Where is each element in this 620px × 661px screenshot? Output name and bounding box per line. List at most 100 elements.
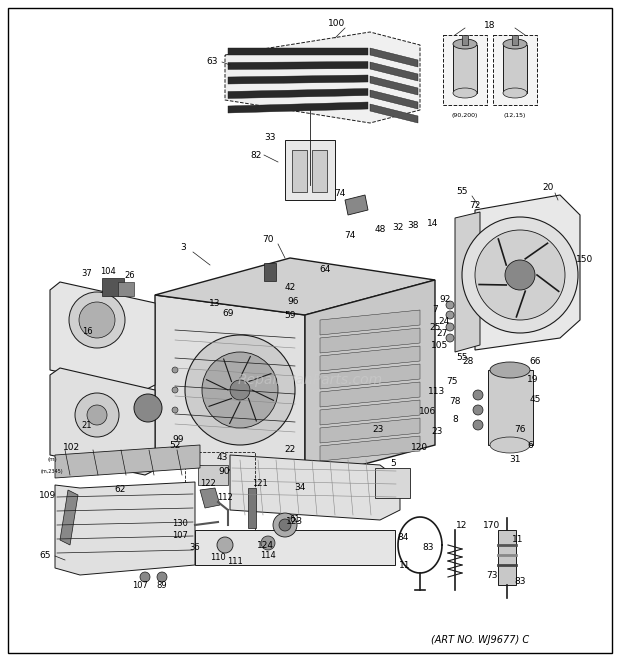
Text: 7: 7 bbox=[432, 305, 438, 315]
Text: 114: 114 bbox=[260, 551, 276, 559]
Text: 33: 33 bbox=[264, 134, 276, 143]
Text: 109: 109 bbox=[40, 490, 56, 500]
Text: 82: 82 bbox=[250, 151, 262, 159]
Text: 31: 31 bbox=[509, 455, 521, 465]
Text: 59: 59 bbox=[284, 311, 296, 319]
Polygon shape bbox=[225, 32, 420, 123]
Bar bbox=[195, 530, 395, 565]
Text: 61: 61 bbox=[290, 516, 300, 524]
Text: (12,15): (12,15) bbox=[504, 112, 526, 118]
Text: 28: 28 bbox=[463, 358, 474, 366]
Text: 45: 45 bbox=[529, 395, 541, 405]
Bar bbox=[462, 35, 468, 45]
Circle shape bbox=[212, 407, 218, 413]
Text: 107: 107 bbox=[172, 531, 188, 539]
Circle shape bbox=[212, 387, 218, 393]
Text: 110: 110 bbox=[210, 553, 226, 563]
Text: 89: 89 bbox=[157, 580, 167, 590]
Ellipse shape bbox=[503, 88, 527, 98]
Polygon shape bbox=[320, 310, 420, 335]
Text: 18: 18 bbox=[484, 20, 496, 30]
Bar bbox=[498, 530, 516, 585]
Bar bbox=[503, 45, 527, 93]
Circle shape bbox=[192, 407, 198, 413]
Bar bbox=[488, 370, 533, 445]
Polygon shape bbox=[345, 195, 368, 215]
Polygon shape bbox=[320, 418, 420, 443]
Text: 111: 111 bbox=[227, 557, 243, 566]
Bar bbox=[292, 150, 307, 192]
Text: 36: 36 bbox=[190, 543, 200, 551]
Text: 100: 100 bbox=[329, 20, 345, 28]
Circle shape bbox=[446, 323, 454, 331]
Polygon shape bbox=[320, 382, 420, 407]
Circle shape bbox=[230, 380, 250, 400]
Text: 70: 70 bbox=[262, 235, 274, 245]
Polygon shape bbox=[455, 212, 480, 352]
Text: 124: 124 bbox=[257, 541, 273, 549]
Text: 25: 25 bbox=[429, 323, 441, 332]
Polygon shape bbox=[200, 488, 220, 508]
Text: 113: 113 bbox=[428, 387, 446, 397]
Circle shape bbox=[140, 572, 150, 582]
Bar bbox=[512, 35, 518, 45]
Circle shape bbox=[172, 387, 178, 393]
Text: (m,2345): (m,2345) bbox=[41, 469, 63, 475]
Bar bbox=[118, 282, 134, 296]
Polygon shape bbox=[370, 76, 418, 95]
Circle shape bbox=[69, 292, 125, 348]
Circle shape bbox=[192, 367, 198, 373]
Polygon shape bbox=[475, 195, 580, 350]
Text: 74: 74 bbox=[334, 188, 346, 198]
Text: 66: 66 bbox=[529, 358, 541, 366]
Circle shape bbox=[75, 393, 119, 437]
Text: 52: 52 bbox=[169, 440, 180, 449]
Polygon shape bbox=[228, 48, 368, 55]
Circle shape bbox=[446, 311, 454, 319]
Text: 48: 48 bbox=[374, 225, 386, 235]
Bar bbox=[493, 35, 537, 105]
Polygon shape bbox=[155, 258, 435, 315]
Text: 55: 55 bbox=[456, 354, 467, 362]
Text: 43: 43 bbox=[216, 453, 228, 463]
Text: 32: 32 bbox=[392, 223, 404, 233]
Polygon shape bbox=[60, 490, 78, 545]
Text: RepairmanParts.com: RepairmanParts.com bbox=[237, 373, 383, 387]
Text: 37: 37 bbox=[82, 268, 92, 278]
Ellipse shape bbox=[453, 39, 477, 49]
Text: 26: 26 bbox=[125, 270, 135, 280]
Text: 72: 72 bbox=[469, 200, 481, 210]
Polygon shape bbox=[228, 61, 368, 69]
Circle shape bbox=[87, 405, 107, 425]
Circle shape bbox=[473, 405, 483, 415]
Text: 19: 19 bbox=[527, 375, 539, 385]
Circle shape bbox=[212, 367, 218, 373]
Bar bbox=[185, 452, 255, 532]
Circle shape bbox=[475, 230, 565, 320]
Text: (ART NO. WJ9677) C: (ART NO. WJ9677) C bbox=[431, 635, 529, 645]
Text: 170: 170 bbox=[484, 520, 500, 529]
Circle shape bbox=[172, 367, 178, 373]
Text: 5: 5 bbox=[390, 459, 396, 467]
Polygon shape bbox=[55, 445, 200, 478]
Text: 62: 62 bbox=[114, 485, 126, 494]
Polygon shape bbox=[320, 436, 420, 461]
Polygon shape bbox=[50, 282, 155, 390]
Text: 102: 102 bbox=[63, 442, 81, 451]
Bar bbox=[285, 140, 335, 200]
Bar bbox=[248, 488, 256, 528]
Polygon shape bbox=[50, 368, 155, 475]
Bar bbox=[443, 35, 487, 105]
Circle shape bbox=[79, 302, 115, 338]
Text: 69: 69 bbox=[222, 309, 234, 317]
Text: 55: 55 bbox=[456, 188, 467, 196]
Polygon shape bbox=[370, 48, 418, 67]
Circle shape bbox=[446, 334, 454, 342]
Circle shape bbox=[172, 407, 178, 413]
Text: 120: 120 bbox=[412, 444, 428, 453]
Text: 99: 99 bbox=[172, 436, 184, 444]
Circle shape bbox=[202, 352, 278, 428]
Text: 6: 6 bbox=[527, 440, 533, 449]
Circle shape bbox=[446, 301, 454, 309]
Text: 13: 13 bbox=[210, 299, 221, 307]
